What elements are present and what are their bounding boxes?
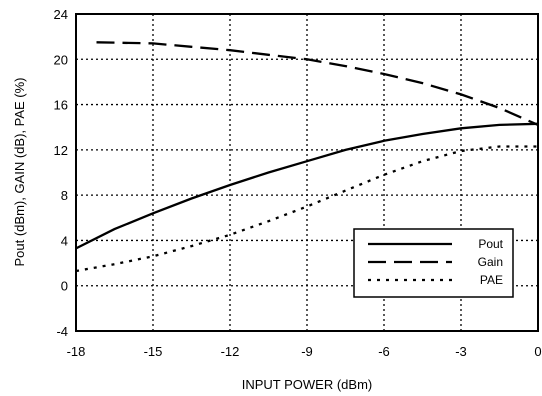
x-tick-label: 0 bbox=[534, 344, 541, 359]
tick-labels: -18 -15 -12 -9 -6 -3 0 -4 0 4 8 12 16 20 24 bbox=[54, 7, 542, 359]
x-tick-label: -15 bbox=[144, 344, 163, 359]
x-tick-label: -18 bbox=[67, 344, 86, 359]
legend-label-pout: Pout bbox=[478, 237, 503, 251]
series-line-pout bbox=[75, 122, 539, 250]
y-tick-label: 24 bbox=[54, 7, 68, 22]
legend-label-gain: Gain bbox=[478, 255, 503, 269]
plot-frame bbox=[75, 13, 539, 332]
x-axis-title: INPUT POWER (dBm) bbox=[242, 377, 373, 392]
x-tick-label: -6 bbox=[378, 344, 390, 359]
y-tick-label: 12 bbox=[54, 143, 68, 158]
x-tick-label: -9 bbox=[301, 344, 313, 359]
x-tick-label: -12 bbox=[221, 344, 240, 359]
y-tick-label: -4 bbox=[56, 324, 68, 339]
y-tick-label: 20 bbox=[54, 52, 68, 67]
y-tick-label: 0 bbox=[61, 279, 68, 294]
y-tick-label: 16 bbox=[54, 98, 68, 113]
y-tick-label: 4 bbox=[61, 233, 68, 248]
x-tick-label: -3 bbox=[455, 344, 467, 359]
y-axis-title: Pout (dBm), GAIN (dB), PAE (%) bbox=[12, 77, 27, 266]
series-line-gain bbox=[96, 41, 539, 126]
legend-label-pae: PAE bbox=[480, 273, 503, 287]
legend: Pout Gain PAE bbox=[353, 228, 514, 298]
y-tick-label: 8 bbox=[61, 188, 68, 203]
series-layer bbox=[75, 41, 539, 273]
